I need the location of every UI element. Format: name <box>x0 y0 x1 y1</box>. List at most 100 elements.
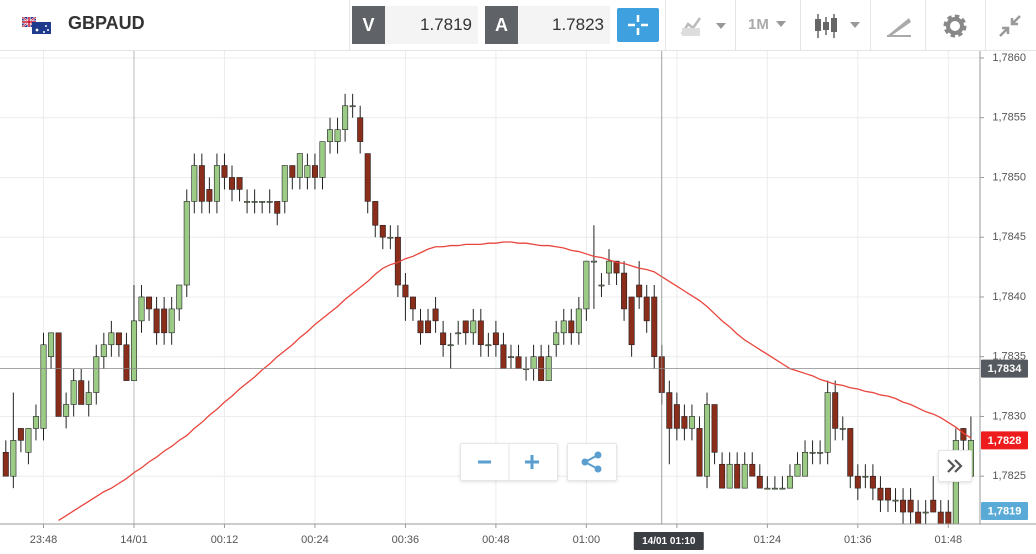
separator <box>985 0 986 50</box>
candle-body <box>673 404 680 429</box>
candle-body <box>470 320 477 334</box>
candle-body <box>553 332 560 346</box>
timeframe-button[interactable]: 1M <box>748 16 769 33</box>
candle-body <box>952 440 959 524</box>
x-tick-label: 00:24 <box>301 534 329 546</box>
candle-body <box>839 428 846 430</box>
candle-body <box>108 332 115 346</box>
candle-body <box>892 499 899 502</box>
candle-body <box>794 463 801 477</box>
candle-body <box>756 475 763 489</box>
crosshair-time-label: 14/01 01:10 <box>642 536 696 547</box>
candle-body <box>130 320 137 381</box>
candle-body <box>854 475 861 489</box>
buy-label[interactable]: A <box>485 6 518 44</box>
candle-body <box>719 463 726 489</box>
candle-body <box>176 284 183 310</box>
candle-body <box>251 201 258 203</box>
candle-body <box>153 308 160 334</box>
candle-body <box>884 487 891 501</box>
candle-body <box>907 499 914 513</box>
zoom-in-icon[interactable] <box>525 455 539 469</box>
candle-body <box>266 201 273 203</box>
zoom-controls <box>460 443 558 481</box>
candle-body <box>575 308 582 334</box>
candle-body <box>515 356 522 369</box>
candle-body <box>583 260 590 310</box>
candle-body <box>688 416 695 429</box>
moving-average-line <box>58 241 972 521</box>
instrument[interactable]: GBPAUD <box>68 13 145 33</box>
candle-body <box>749 463 756 477</box>
y-tick-label: 1,7840 <box>992 291 1026 303</box>
candle-body <box>63 404 70 417</box>
candle-body <box>229 177 236 190</box>
x-tick-label: 01:48 <box>935 534 963 546</box>
candle-body <box>281 165 288 202</box>
candle-body <box>696 428 703 477</box>
candle-body <box>711 404 718 453</box>
scroll-right-button[interactable] <box>938 450 972 482</box>
y-tick-label: 1,7825 <box>992 470 1026 482</box>
candle-type-button[interactable] <box>813 12 863 40</box>
chart-type-button[interactable] <box>680 14 730 38</box>
candle-body <box>636 284 643 298</box>
candle-body <box>17 428 24 441</box>
candle-body <box>440 332 447 346</box>
candle-body <box>477 320 484 346</box>
candle-body <box>922 511 929 514</box>
candle-body <box>115 332 122 346</box>
candle-body <box>319 141 326 178</box>
candle-body <box>387 236 394 239</box>
candle-body <box>357 117 364 142</box>
candle-body <box>704 404 711 477</box>
candle-body <box>621 272 628 310</box>
candle-body <box>500 344 507 369</box>
candle-body <box>560 320 567 334</box>
candle-body <box>48 332 55 358</box>
candle-body <box>869 475 876 489</box>
candle-body <box>146 296 153 310</box>
candle-body <box>221 165 228 178</box>
candle-body <box>274 201 281 214</box>
candle-body <box>832 392 839 429</box>
settings-button[interactable] <box>941 12 969 40</box>
share-button[interactable] <box>567 443 617 481</box>
candle-body <box>85 392 92 405</box>
crosshair-button[interactable] <box>617 8 659 42</box>
candle-body <box>605 260 612 274</box>
candle-body <box>425 320 432 334</box>
collapse-button[interactable] <box>996 12 1024 40</box>
plot <box>0 50 980 524</box>
y-tick-label: 1,7845 <box>992 231 1026 243</box>
toolbar: GBPAUD V 1.7819 A 1.7823 1M <box>0 0 1036 51</box>
sell-label[interactable]: V <box>352 6 385 44</box>
candle-body <box>734 463 741 489</box>
flag-icon <box>22 17 51 34</box>
candle-body <box>25 428 32 453</box>
buy-price[interactable]: 1.7823 <box>518 6 610 44</box>
candle-body <box>206 189 213 202</box>
candle-body <box>372 201 379 226</box>
candle-body <box>900 499 907 513</box>
candle-body <box>681 416 688 429</box>
x-tick-label: 23:48 <box>30 534 58 546</box>
candle-body <box>10 440 17 477</box>
crosshair-price-label-box <box>981 359 1028 378</box>
separator <box>665 0 666 50</box>
candle-body <box>786 475 793 489</box>
drawing-button[interactable] <box>885 14 913 38</box>
separator <box>349 0 350 50</box>
candle-body <box>862 475 869 478</box>
candle-body <box>236 177 243 190</box>
candle-body <box>507 356 514 359</box>
sell-price[interactable]: 1.7819 <box>385 6 478 44</box>
candle-body <box>342 105 349 130</box>
candle-body <box>183 201 190 286</box>
candle-body <box>40 344 47 429</box>
share-icon <box>581 451 602 473</box>
candle-body <box>613 260 620 274</box>
candle-body <box>78 380 85 405</box>
